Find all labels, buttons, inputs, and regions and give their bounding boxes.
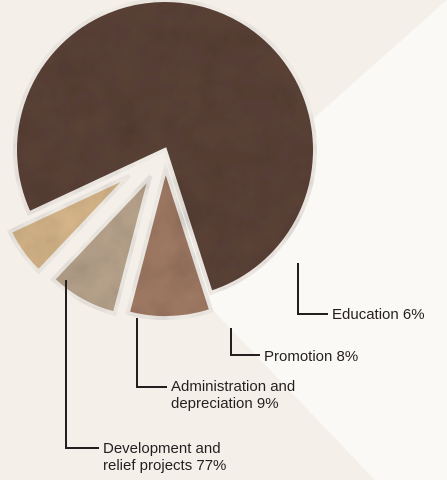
- slice-education: [7, 173, 131, 275]
- slice-label-development: Development and relief projects 77%: [103, 440, 227, 474]
- slice-development: [13, 0, 317, 296]
- leader-line-development: [65, 280, 99, 449]
- slice-promotion: [50, 174, 153, 317]
- leader-line-administration: [136, 318, 167, 388]
- slice-label-promotion: Promotion 8%: [264, 348, 359, 365]
- background-light-wedge: [160, 0, 447, 480]
- leader-line-education: [297, 263, 328, 315]
- slice-label-education: Education 6%: [332, 306, 425, 323]
- slice-administration: [125, 160, 214, 320]
- slice-label-administration: Administration and depreciation 9%: [171, 378, 296, 412]
- leader-line-promotion: [230, 328, 260, 356]
